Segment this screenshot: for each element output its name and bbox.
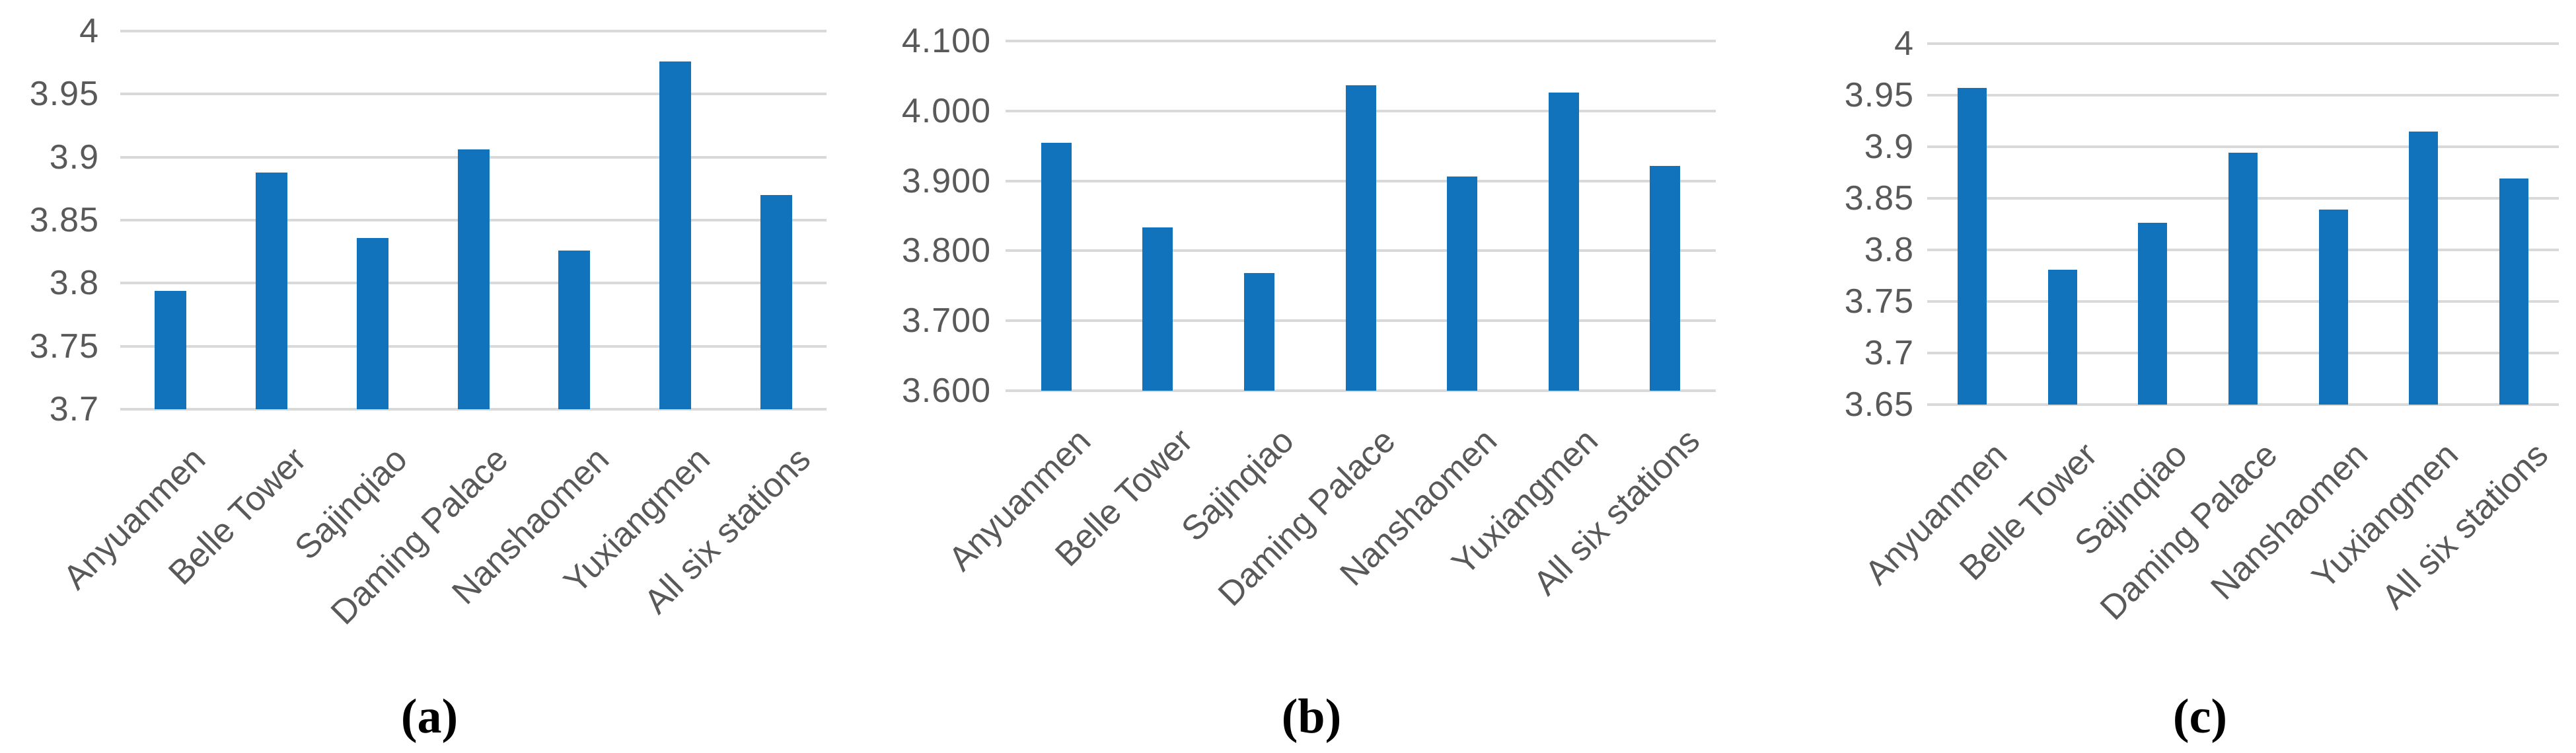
y-tick-label: 4: [1894, 24, 1914, 63]
y-gridline: [120, 93, 827, 96]
bar-yuxiangmen: [659, 61, 691, 409]
bar-nanshaomen: [558, 250, 591, 409]
y-tick-label: 3.8: [1864, 231, 1914, 269]
bar-anyuanmen: [1041, 143, 1072, 391]
y-gridline: [1927, 94, 2559, 97]
x-category-label: Nanshaomen: [2203, 435, 2376, 608]
y-tick-label: 3.7: [49, 390, 99, 428]
y-gridline: [1006, 389, 1716, 392]
y-tick-label: 4: [79, 12, 99, 50]
y-gridline: [120, 408, 827, 411]
bar-nanshaomen: [2318, 210, 2348, 405]
y-gridline: [1927, 42, 2559, 45]
y-tick-label: 3.65: [1844, 385, 1914, 424]
y-tick-label: 3.95: [29, 75, 99, 114]
y-gridline: [120, 30, 827, 32]
y-tick-label: 3.85: [1844, 179, 1914, 218]
bar-daming-palace: [1345, 85, 1376, 391]
bar-all-six-stations: [2499, 178, 2528, 405]
y-tick-label: 3.75: [1844, 282, 1914, 321]
bar-anyuanmen: [155, 290, 187, 409]
y-tick-label: 3.8: [49, 264, 99, 303]
bar-yuxiangmen: [2409, 131, 2439, 405]
y-tick-label: 4.000: [901, 91, 991, 130]
bar-daming-palace: [457, 149, 490, 409]
bar-belle-tower: [1142, 227, 1173, 391]
caption-c: (c): [2172, 690, 2228, 744]
bar-all-six-stations: [760, 194, 792, 409]
y-tick-label: 3.75: [29, 327, 99, 366]
y-tick-label: 3.9: [1864, 128, 1914, 166]
caption-b: (b): [1281, 690, 1342, 744]
bar-nanshaomen: [1447, 177, 1478, 391]
bar-sajinqiao: [356, 237, 388, 409]
y-gridline: [1006, 40, 1716, 42]
bar-belle-tower: [256, 172, 288, 409]
bar-yuxiangmen: [1548, 93, 1579, 391]
y-tick-label: 3.700: [901, 301, 991, 340]
caption-a: (a): [400, 690, 459, 744]
bar-sajinqiao: [1243, 273, 1274, 391]
bar-all-six-stations: [1650, 166, 1681, 391]
y-tick-label: 3.7: [1864, 334, 1914, 372]
y-gridline: [1927, 403, 2559, 406]
y-gridline: [1927, 145, 2559, 148]
y-tick-label: 3.900: [901, 161, 991, 200]
y-tick-label: 4.100: [901, 22, 991, 60]
bar-belle-tower: [2047, 269, 2077, 405]
bar-sajinqiao: [2138, 223, 2168, 405]
y-tick-label: 3.9: [49, 138, 99, 177]
y-tick-label: 3.95: [1844, 76, 1914, 114]
bar-daming-palace: [2228, 153, 2258, 405]
y-tick-label: 3.85: [29, 201, 99, 239]
y-tick-label: 3.600: [901, 372, 991, 410]
bar-anyuanmen: [1958, 88, 1987, 405]
y-tick-label: 3.800: [901, 231, 991, 270]
